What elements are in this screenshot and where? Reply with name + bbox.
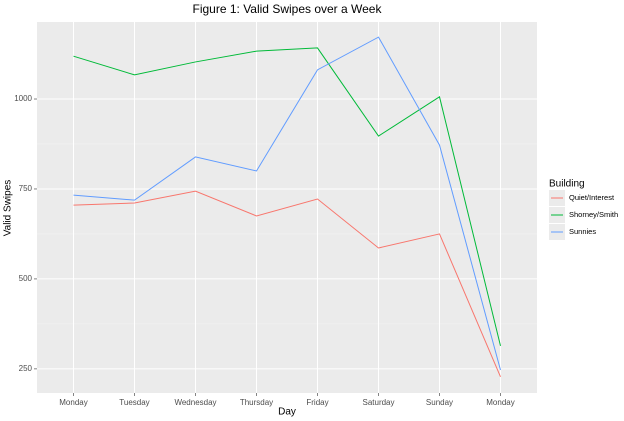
x-tick-label: Sunday	[426, 398, 453, 407]
legend-label: Sunnies	[569, 227, 596, 236]
legend-label: Shorney/Smith	[569, 210, 618, 219]
y-axis-title: Valid Swipes	[3, 180, 14, 237]
legend-title: Building	[549, 179, 585, 190]
x-tick-label: Monday	[59, 398, 87, 407]
x-tick-label: Saturday	[362, 398, 394, 407]
series-line	[73, 47, 501, 346]
y-tick-label: 500	[19, 274, 33, 283]
x-tick-label: Monday	[486, 398, 514, 407]
y-tick-label: 1000	[14, 94, 32, 103]
legend-label: Quiet/Interest	[569, 193, 615, 202]
y-tick-label: 250	[19, 364, 33, 373]
series-line	[73, 36, 501, 371]
y-tick-label: 750	[19, 184, 33, 193]
x-tick-label: Friday	[306, 398, 328, 407]
x-tick-label: Thursday	[240, 398, 273, 407]
chart-title: Figure 1: Valid Swipes over a Week	[193, 2, 383, 16]
x-tick-label: Wednesday	[174, 398, 216, 407]
x-axis-title: Day	[278, 407, 296, 418]
series-line	[73, 190, 501, 378]
grid	[37, 22, 537, 393]
x-tick-label: Tuesday	[119, 398, 149, 407]
